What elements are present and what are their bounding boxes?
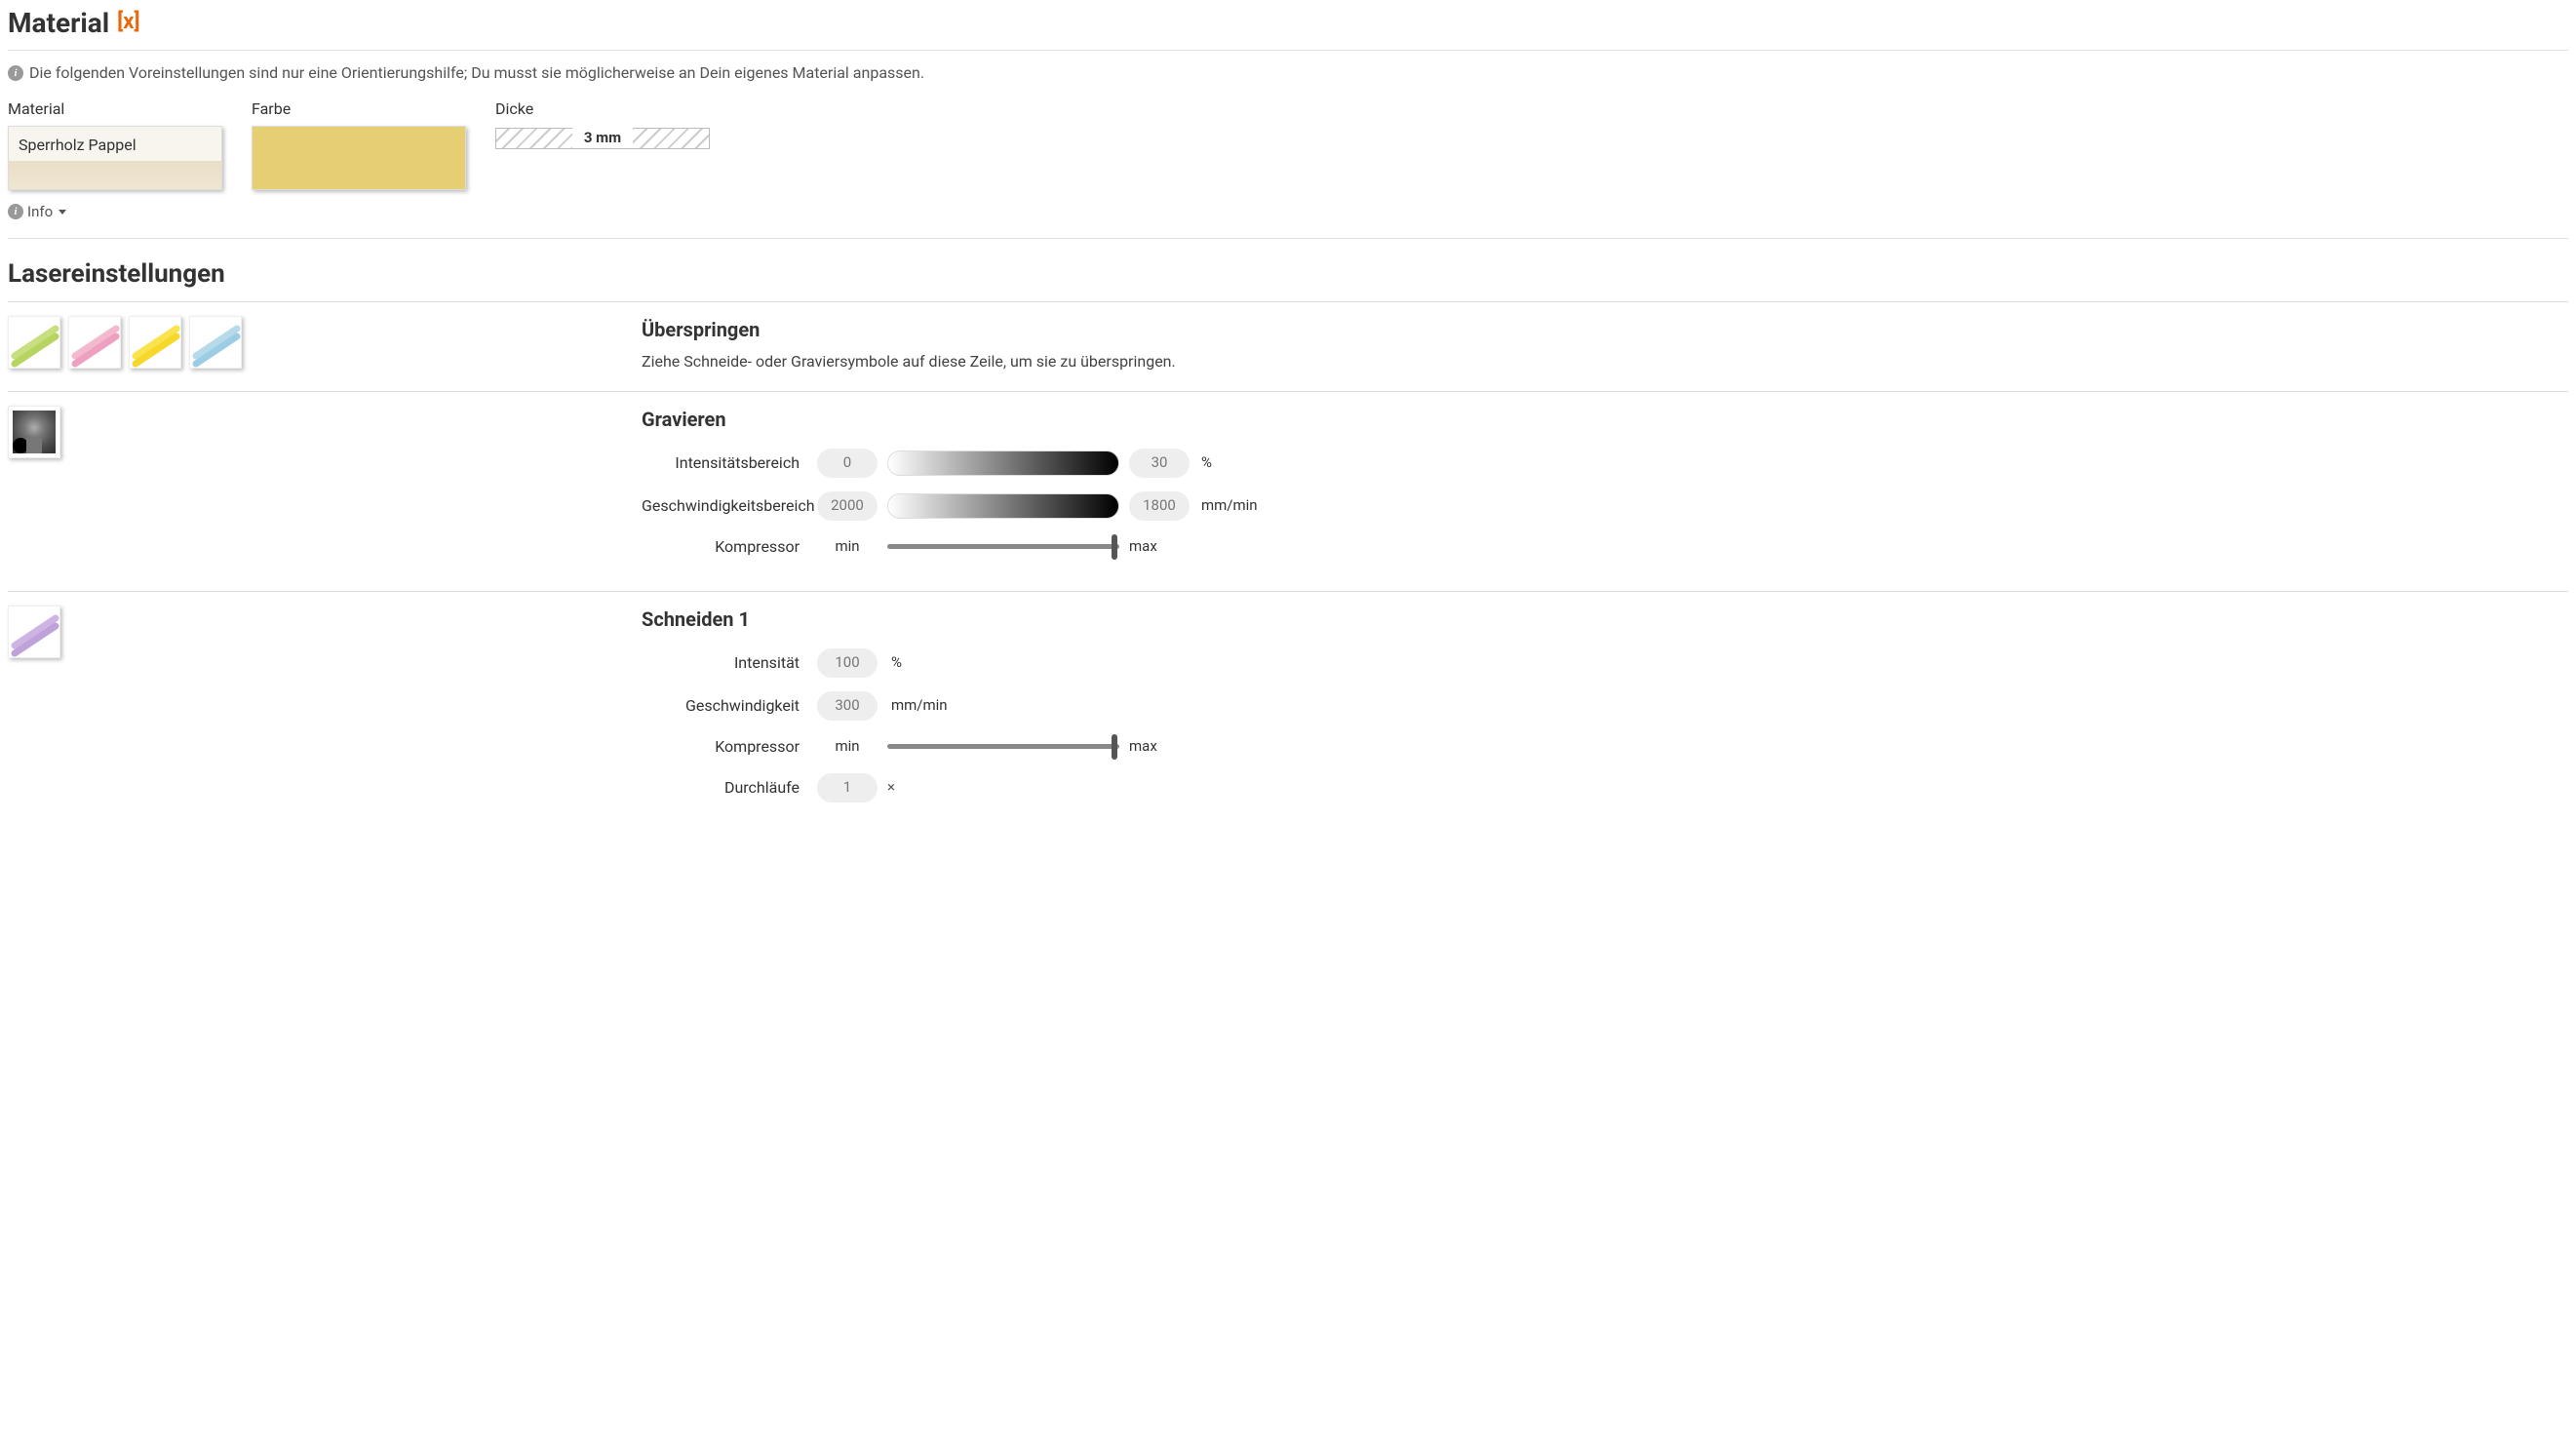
engrave-compressor-min-label: min	[817, 536, 878, 557]
engrave-compressor-slider[interactable]	[887, 534, 1119, 560]
material-clear-button[interactable]: [x]	[117, 8, 139, 38]
material-swatch-text: Sperrholz Pappel	[19, 135, 137, 156]
info-dropdown-label: Info	[27, 202, 53, 222]
engrave-title: Gravieren	[642, 406, 2568, 433]
cut1-intensity-label: Intensität	[642, 652, 817, 674]
skip-tile-green[interactable]	[8, 316, 60, 369]
cut1-section: Schneiden 1 Intensität 100 % Geschwindig…	[8, 591, 2568, 834]
engrave-intensity-unit: %	[1201, 452, 1212, 473]
cut1-compressor-max-label: max	[1129, 736, 1190, 757]
engrave-compressor-label: Kompressor	[642, 536, 817, 558]
engrave-intensity-row: Intensitätsbereich 0 30 %	[642, 449, 2568, 478]
thickness-column: Dicke 3 mm	[495, 98, 710, 149]
cut1-compressor-row: Kompressor min max	[642, 734, 2568, 760]
engrave-section: Gravieren Intensitätsbereich 0 30 % Gesc…	[8, 391, 2568, 591]
color-label: Farbe	[252, 98, 466, 120]
cut1-speed-label: Geschwindigkeit	[642, 695, 817, 717]
material-label: Material	[8, 98, 222, 120]
info-icon: i	[8, 204, 23, 219]
slider-track	[887, 544, 1119, 549]
skip-tile-yellow[interactable]	[129, 316, 181, 369]
material-title: Material	[8, 4, 109, 42]
thickness-pill[interactable]: 3 mm	[495, 128, 710, 149]
engrave-speed-row: Geschwindigkeitsbereich 2000 1800 mm/min	[642, 491, 2568, 521]
engrave-tile-square-icon	[26, 438, 42, 453]
chevron-down-icon	[59, 210, 66, 215]
engrave-intensity-label: Intensitätsbereich	[642, 452, 817, 474]
thickness-label: Dicke	[495, 98, 710, 120]
slider-thumb[interactable]	[1112, 534, 1117, 560]
cut1-speed-row: Geschwindigkeit 300 mm/min	[642, 691, 2568, 721]
slider-track	[887, 744, 1119, 749]
skip-tiles	[8, 316, 622, 372]
material-swatch[interactable]: Sperrholz Pappel	[8, 126, 222, 190]
cut1-passes-label: Durchläufe	[642, 777, 817, 799]
cut1-intensity-row: Intensität 100 %	[642, 648, 2568, 678]
engrave-intensity-max-input[interactable]: 30	[1129, 449, 1190, 478]
cut1-tile-lilac[interactable]	[8, 606, 60, 658]
cut1-compressor-min-label: min	[817, 736, 878, 757]
divider	[8, 238, 2568, 239]
engrave-intensity-min-input[interactable]: 0	[817, 449, 878, 478]
color-column: Farbe	[252, 98, 466, 190]
skip-desc: Ziehe Schneide- oder Graviersymbole auf …	[642, 351, 2568, 372]
engrave-intensity-gradient[interactable]	[887, 450, 1119, 476]
skip-section: Überspringen Ziehe Schneide- oder Gravie…	[8, 301, 2568, 390]
engrave-speed-min-input[interactable]: 2000	[817, 491, 878, 521]
cut1-passes-row: Durchläufe 1 ×	[642, 773, 2568, 803]
engrave-speed-label: Geschwindigkeitsbereich	[642, 495, 817, 517]
engrave-compressor-row: Kompressor min max	[642, 534, 2568, 560]
cut1-intensity-unit: %	[891, 652, 902, 673]
engrave-compressor-max-label: max	[1129, 536, 1190, 557]
thickness-value: 3 mm	[572, 128, 633, 148]
cut1-speed-unit: mm/min	[891, 695, 948, 716]
slider-thumb[interactable]	[1112, 734, 1117, 760]
engrave-speed-max-input[interactable]: 1800	[1129, 491, 1190, 521]
cut1-compressor-slider[interactable]	[887, 734, 1119, 760]
engrave-tile[interactable]	[8, 406, 60, 458]
laser-heading: Lasereinstellungen	[8, 256, 2568, 292]
info-dropdown[interactable]: i Info	[8, 202, 2568, 222]
info-icon: i	[8, 65, 23, 81]
cut1-tiles	[8, 606, 622, 816]
material-heading: Material [x]	[8, 4, 2568, 42]
skip-tile-blue[interactable]	[189, 316, 242, 369]
preset-hint-text: Die folgenden Voreinstellungen sind nur …	[29, 62, 924, 84]
engrave-speed-unit: mm/min	[1201, 495, 1258, 516]
skip-tile-pink[interactable]	[68, 316, 121, 369]
cut1-speed-input[interactable]: 300	[817, 691, 878, 721]
cut1-intensity-input[interactable]: 100	[817, 648, 878, 678]
cut1-compressor-label: Kompressor	[642, 736, 817, 758]
cut1-passes-input[interactable]: 1	[817, 773, 878, 803]
cut1-passes-symbol: ×	[887, 777, 895, 798]
material-row: Material Sperrholz Pappel Farbe Dicke 3 …	[8, 98, 2568, 190]
divider	[8, 50, 2568, 51]
color-swatch[interactable]	[252, 126, 466, 190]
skip-title: Überspringen	[642, 316, 2568, 343]
preset-hint: i Die folgenden Voreinstellungen sind nu…	[8, 62, 2568, 84]
material-column: Material Sperrholz Pappel	[8, 98, 222, 190]
engrave-speed-gradient[interactable]	[887, 493, 1119, 519]
cut1-title: Schneiden 1	[642, 606, 2568, 633]
